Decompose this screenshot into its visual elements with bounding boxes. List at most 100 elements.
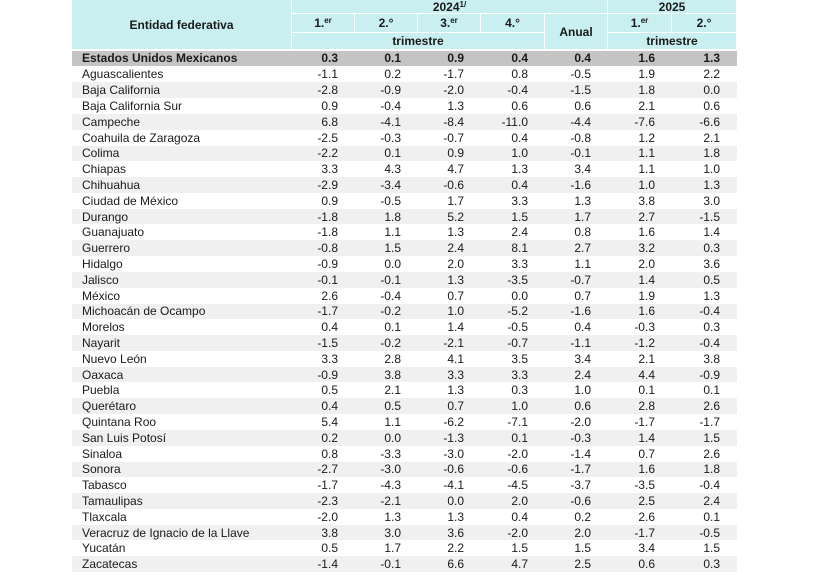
row-value: 5.2: [418, 208, 481, 225]
row-value: 0.1: [355, 145, 418, 162]
growth-value: 3.3: [321, 351, 338, 366]
row-value: 0.8: [481, 67, 545, 83]
growth-value: -2.0: [443, 83, 464, 98]
growth-value: 2.4: [511, 225, 528, 240]
growth-value: 1.3: [384, 509, 401, 524]
row-value: 0.7: [608, 446, 672, 462]
growth-value: -0.1: [380, 557, 401, 572]
row-name: Zacatecas: [72, 556, 292, 573]
growth-value: 1.5: [511, 209, 528, 224]
row-value: 3.5: [481, 351, 545, 367]
row-value: 2.6: [672, 446, 737, 462]
row-value: -0.3: [355, 130, 418, 146]
row-value: 3.6: [418, 524, 481, 541]
growth-value: 0.0: [384, 430, 401, 445]
header-cell: 1. er: [292, 14, 355, 33]
row-value: -2.0: [545, 414, 608, 430]
row-value: 3.4: [545, 351, 608, 367]
growth-value: -2.7: [317, 462, 338, 477]
header-quarter: 3.: [440, 16, 451, 30]
growth-value: -0.4: [699, 304, 720, 319]
growth-value: 2.0: [511, 493, 528, 508]
growth-value: -0.7: [570, 272, 591, 287]
row-value: -7.6: [608, 113, 672, 130]
row-value: 3.3: [292, 351, 355, 367]
growth-value: -0.7: [507, 335, 528, 350]
growth-value: -3.3: [380, 446, 401, 461]
row-name: Querétaro: [72, 398, 292, 415]
growth-value: 2.4: [574, 367, 591, 382]
growth-value: 0.3: [703, 320, 720, 335]
growth-value: -1.1: [317, 67, 338, 82]
row-value: -1.2: [608, 335, 672, 351]
row-name: Guanajuato: [72, 225, 292, 241]
growth-value: -0.9: [380, 83, 401, 98]
growth-value: -4.1: [443, 478, 464, 493]
growth-value: -2.1: [443, 335, 464, 350]
row-value: 1.9: [608, 288, 672, 304]
row-value: 2.5: [545, 556, 608, 573]
row-value: -0.7: [545, 271, 608, 288]
growth-value: -1.4: [570, 446, 591, 461]
growth-value: 0.9: [447, 146, 464, 161]
row-value: 1.9: [608, 67, 672, 83]
row-name: Estados Unidos Mexicanos: [72, 50, 292, 67]
row-value: 0.1: [481, 429, 545, 446]
row-value: 0.3: [672, 319, 737, 335]
row-value: 1.4: [418, 319, 481, 335]
row-value: 0.5: [292, 383, 355, 399]
state-name: San Luis Potosí: [82, 430, 167, 445]
row-value: -1.5: [545, 82, 608, 99]
growth-value: -0.8: [317, 241, 338, 256]
row-value: 0.7: [418, 288, 481, 304]
header-cell: 2025: [608, 0, 737, 14]
row-value: 1.8: [355, 208, 418, 225]
growth-value: 1.5: [511, 541, 528, 556]
growth-value: -2.0: [317, 509, 338, 524]
row-value: -6.2: [418, 414, 481, 430]
growth-value: 0.7: [447, 288, 464, 303]
growth-value: 3.0: [384, 525, 401, 540]
growth-value: -0.6: [570, 493, 591, 508]
row-name: Durango: [72, 208, 292, 225]
row-value: -0.1: [355, 271, 418, 288]
row-value: 1.1: [545, 256, 608, 272]
growth-value: 0.1: [384, 146, 401, 161]
growth-value: 1.8: [384, 209, 401, 224]
header-cell: 2.°: [672, 14, 737, 33]
row-value: 0.4: [292, 319, 355, 335]
growth-value: 0.1: [384, 320, 401, 335]
header-cell: 3. er: [418, 14, 481, 33]
state-name: Tlaxcala: [82, 509, 127, 524]
row-value: 2.7: [608, 208, 672, 225]
growth-value: 6.6: [447, 557, 464, 572]
row-value: -1.8: [292, 225, 355, 241]
row-value: -1.4: [545, 446, 608, 462]
row-value: 2.1: [672, 130, 737, 146]
row-value: -1.3: [418, 429, 481, 446]
row-value: 1.3: [672, 288, 737, 304]
row-name: Oaxaca: [72, 366, 292, 383]
growth-value: -1.7: [634, 525, 655, 540]
state-name: Quintana Roo: [82, 414, 157, 429]
growth-value: 2.5: [638, 493, 655, 508]
growth-value: -1.7: [570, 462, 591, 477]
row-value: 1.5: [481, 208, 545, 225]
row-value: 3.6: [672, 256, 737, 272]
growth-value: -0.6: [443, 177, 464, 192]
growth-value: -0.4: [380, 98, 401, 113]
growth-value: 0.6: [511, 98, 528, 113]
row-value: -3.0: [418, 446, 481, 462]
state-name: Coahuila de Zaragoza: [82, 130, 201, 145]
growth-value: -0.6: [443, 462, 464, 477]
growth-value: -6.2: [443, 414, 464, 429]
growth-value: -1.7: [443, 67, 464, 82]
row-name: Sinaloa: [72, 446, 292, 462]
row-value: -1.8: [292, 208, 355, 225]
row-value: 0.0: [418, 493, 481, 509]
growth-value: -0.4: [380, 288, 401, 303]
row-name: Nuevo León: [72, 351, 292, 367]
growth-value: -1.7: [699, 414, 720, 429]
row-value: -2.3: [292, 493, 355, 509]
growth-value: 0.6: [574, 98, 591, 113]
